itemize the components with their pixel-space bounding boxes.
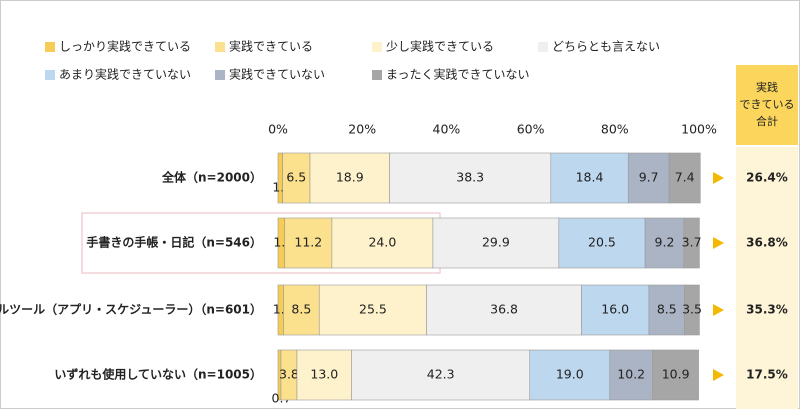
x-tick-label: 100% xyxy=(681,122,717,137)
bar-segment xyxy=(284,217,333,269)
value-label: 9.2 xyxy=(655,235,675,250)
category-label: 手書きの手帳・日記（n=546） xyxy=(86,235,262,250)
bar-segment xyxy=(318,284,427,336)
value-label: 20.5 xyxy=(588,235,616,250)
bar-segment xyxy=(331,217,434,269)
legend-label: まったく実践できていない xyxy=(386,67,530,82)
value-label: 9.7 xyxy=(639,170,659,185)
bar-segment xyxy=(389,152,552,204)
value-label: 6.5 xyxy=(286,170,306,185)
x-tick-label: 0% xyxy=(268,122,288,137)
totals-header-bg xyxy=(736,65,798,145)
value-label: 18.4 xyxy=(576,170,604,185)
bar-segment xyxy=(684,284,700,336)
value-label: 10.2 xyxy=(617,367,645,382)
legend-label: どちらとも言えない xyxy=(552,40,660,54)
total-label: 26.4% xyxy=(746,171,788,185)
category-label: デジタルツール（アプリ・スケジューラー）（n=601） xyxy=(0,302,262,317)
bar-segment xyxy=(283,284,320,336)
legend-swatch xyxy=(215,42,225,52)
total-label: 36.8% xyxy=(746,236,788,250)
value-label: 18.9 xyxy=(336,170,364,185)
bar-segment xyxy=(426,284,582,336)
arrow xyxy=(713,237,724,249)
totals-title: 実践 xyxy=(756,80,778,94)
value-label: 29.9 xyxy=(482,235,510,250)
value-label: 19.0 xyxy=(556,367,584,382)
value-label: 3.7 xyxy=(682,235,702,250)
legend-swatch xyxy=(215,70,225,80)
bar-segment xyxy=(550,152,629,204)
value-label: 38.3 xyxy=(456,170,484,185)
bar-segment xyxy=(277,152,283,204)
x-tick-label: 20% xyxy=(348,122,376,137)
value-label: 3.8 xyxy=(279,367,299,382)
value-label: 25.5 xyxy=(359,302,387,317)
value-label: 8.5 xyxy=(291,302,311,317)
bar-segment xyxy=(652,349,699,401)
bar-segment xyxy=(351,349,531,401)
bar-segment xyxy=(296,349,352,401)
value-label: 24.0 xyxy=(368,235,396,250)
bar-segment xyxy=(648,284,685,336)
category-label: いずれも使用していない（n=1005） xyxy=(54,367,262,382)
legend-label: 少し実践できている xyxy=(386,39,494,54)
bar-segment xyxy=(609,349,653,401)
legend-swatch xyxy=(372,42,382,52)
bar-segment xyxy=(668,152,701,204)
value-label: 36.8 xyxy=(490,302,518,317)
value-label: 42.3 xyxy=(427,367,455,382)
x-tick-label: 60% xyxy=(517,122,545,137)
legend-swatch xyxy=(45,70,55,80)
legend-label: あまり実践できていない xyxy=(59,67,191,82)
value-label: 11.2 xyxy=(294,235,322,250)
legend-swatch xyxy=(372,70,382,80)
legend-label: 実践できていない xyxy=(229,67,325,82)
arrow xyxy=(713,172,724,184)
value-label: 7.4 xyxy=(675,170,695,185)
bar-segment xyxy=(683,217,700,269)
category-label: 全体（n=2000） xyxy=(161,170,262,185)
bar-segment xyxy=(558,217,646,269)
totals-title: できている xyxy=(740,98,795,111)
value-label: 16.0 xyxy=(601,302,629,317)
bar-segment xyxy=(627,152,670,204)
legend-label: しっかり実践できている xyxy=(59,39,191,54)
bar-segment xyxy=(581,284,650,336)
totals-column-bg xyxy=(736,147,798,409)
x-tick-label: 40% xyxy=(433,122,461,137)
bar-segment xyxy=(309,152,390,204)
value-label: 8.5 xyxy=(657,302,677,317)
legend-label: 実践できている xyxy=(229,39,313,54)
total-label: 17.5% xyxy=(746,368,788,382)
total-label: 35.3% xyxy=(746,303,788,317)
arrow xyxy=(713,304,724,316)
legend-swatch xyxy=(538,42,548,52)
value-label: 10.9 xyxy=(662,367,690,382)
legend-swatch xyxy=(45,42,55,52)
value-label: 13.0 xyxy=(310,367,338,382)
bar-segment xyxy=(644,217,685,269)
arrow xyxy=(713,369,724,381)
value-label: 3.5 xyxy=(682,302,702,317)
totals-title: 合計 xyxy=(756,114,778,128)
x-tick-label: 80% xyxy=(601,122,629,137)
